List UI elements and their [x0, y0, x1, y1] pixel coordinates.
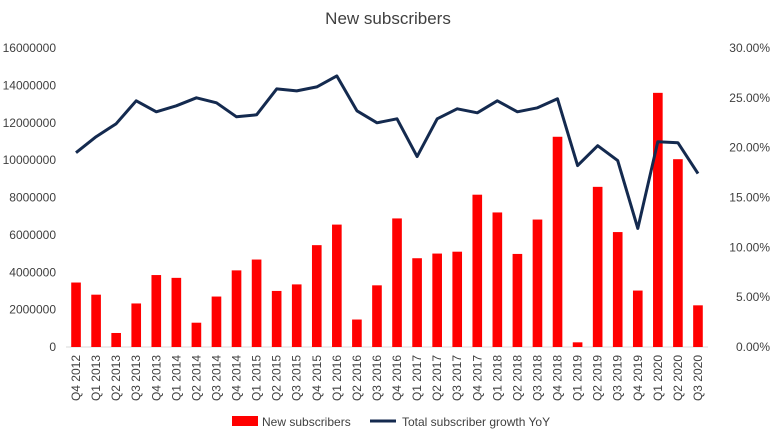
- right-tick-label: 5.00%: [736, 290, 770, 304]
- x-tick-label: Q3 2019: [611, 355, 625, 401]
- x-tick-label: Q1 2018: [490, 355, 504, 401]
- bar: [512, 253, 523, 347]
- left-tick-label: 6000000: [9, 228, 56, 242]
- x-tick-label: Q1 2015: [250, 355, 264, 401]
- bar: [251, 259, 262, 347]
- bar: [572, 342, 583, 347]
- bar: [412, 258, 422, 347]
- legend: New subscribers Total subscriber growth …: [232, 415, 550, 429]
- legend-label-total-growth: Total subscriber growth YoY: [402, 415, 550, 429]
- x-tick-label: Q2 2014: [189, 355, 203, 401]
- x-tick-label: Q2 2015: [270, 355, 284, 401]
- growth-line: [75, 74, 700, 230]
- legend-swatch-new-subscribers: [232, 416, 258, 426]
- right-tick-label: 30.00%: [729, 41, 770, 55]
- bar: [653, 92, 663, 347]
- x-tick-label: Q1 2014: [169, 355, 183, 401]
- bar: [372, 285, 382, 347]
- x-tick-label: Q3 2020: [691, 355, 705, 401]
- right-tick-label: 20.00%: [729, 141, 770, 155]
- x-tick-label: Q3 2015: [290, 355, 304, 401]
- right-axis: 0.00% 5.00% 10.00% 15.00% 20.00% 25.00% 30.00%: [729, 41, 770, 354]
- bar: [332, 224, 342, 347]
- x-tick-label: Q3 2018: [530, 355, 544, 401]
- x-tick-label: Q4 2015: [310, 355, 324, 401]
- x-tick-label: Q4 2013: [149, 355, 163, 401]
- bar: [211, 296, 222, 347]
- bar: [231, 270, 242, 347]
- bar: [271, 290, 282, 347]
- bar: [592, 186, 603, 347]
- x-tick-label: Q1 2016: [330, 355, 344, 401]
- right-tick-label: 0.00%: [736, 340, 770, 354]
- x-tick-label: Q4 2012: [69, 355, 83, 401]
- bar: [673, 159, 683, 347]
- right-tick-label: 10.00%: [729, 240, 770, 254]
- x-tick-label: Q2 2018: [510, 355, 524, 401]
- bar: [171, 277, 182, 347]
- x-tick-label: Q1 2013: [89, 355, 103, 401]
- x-axis: Q4 2012 Q1 2013 Q2 2013 Q3 2013 Q4 2013 Q1 20…: [69, 355, 705, 401]
- bar: [432, 253, 442, 347]
- bar: [291, 284, 302, 347]
- x-tick-label: Q3 2014: [209, 355, 223, 401]
- x-tick-label: Q2 2016: [350, 355, 364, 401]
- right-tick-label: 25.00%: [729, 91, 770, 105]
- x-tick-label: Q4 2017: [470, 355, 484, 401]
- bar: [131, 303, 142, 347]
- x-tick-label: Q1 2020: [651, 355, 665, 401]
- left-tick-label: 4000000: [9, 265, 56, 279]
- left-tick-label: 16000000: [3, 41, 57, 55]
- x-tick-label: Q2 2017: [430, 355, 444, 401]
- x-tick-label: Q1 2019: [571, 355, 585, 401]
- x-tick-label: Q3 2013: [129, 355, 143, 401]
- bar: [71, 282, 81, 347]
- bar: [612, 232, 623, 347]
- bar: [111, 332, 121, 347]
- x-tick-label: Q1 2017: [410, 355, 424, 401]
- left-tick-label: 14000000: [3, 78, 57, 92]
- bar: [91, 294, 101, 347]
- bar: [472, 194, 483, 347]
- x-tick-label: Q2 2019: [591, 355, 605, 401]
- bar: [151, 275, 162, 347]
- bar-series: [71, 92, 703, 347]
- x-tick-label: Q4 2018: [551, 355, 565, 401]
- left-tick-label: 10000000: [3, 153, 57, 167]
- bar: [352, 319, 362, 347]
- bar: [632, 290, 643, 347]
- bar: [693, 305, 703, 347]
- left-tick-label: 8000000: [9, 191, 56, 205]
- x-tick-label: Q3 2017: [450, 355, 464, 401]
- chart-title: New subscribers: [325, 9, 451, 28]
- x-tick-label: Q2 2020: [671, 355, 685, 401]
- bar: [552, 136, 563, 347]
- left-axis: 0 2000000 4000000 6000000 8000000 10000000 120…: [3, 41, 57, 354]
- x-tick-label: Q4 2016: [390, 355, 404, 401]
- x-tick-label: Q4 2014: [230, 355, 244, 401]
- bar: [191, 322, 202, 347]
- left-tick-label: 2000000: [9, 303, 56, 317]
- left-tick-label: 12000000: [3, 116, 57, 130]
- legend-label-new-subscribers: New subscribers: [262, 415, 351, 429]
- x-tick-label: Q3 2016: [370, 355, 384, 401]
- bar: [311, 245, 322, 347]
- bar: [492, 212, 503, 347]
- bar: [452, 251, 463, 347]
- x-tick-label: Q4 2019: [631, 355, 645, 401]
- right-tick-label: 15.00%: [729, 191, 770, 205]
- bar: [392, 218, 402, 347]
- x-tick-label: Q2 2013: [109, 355, 123, 401]
- left-tick-label: 0: [49, 340, 56, 354]
- bar: [532, 219, 543, 347]
